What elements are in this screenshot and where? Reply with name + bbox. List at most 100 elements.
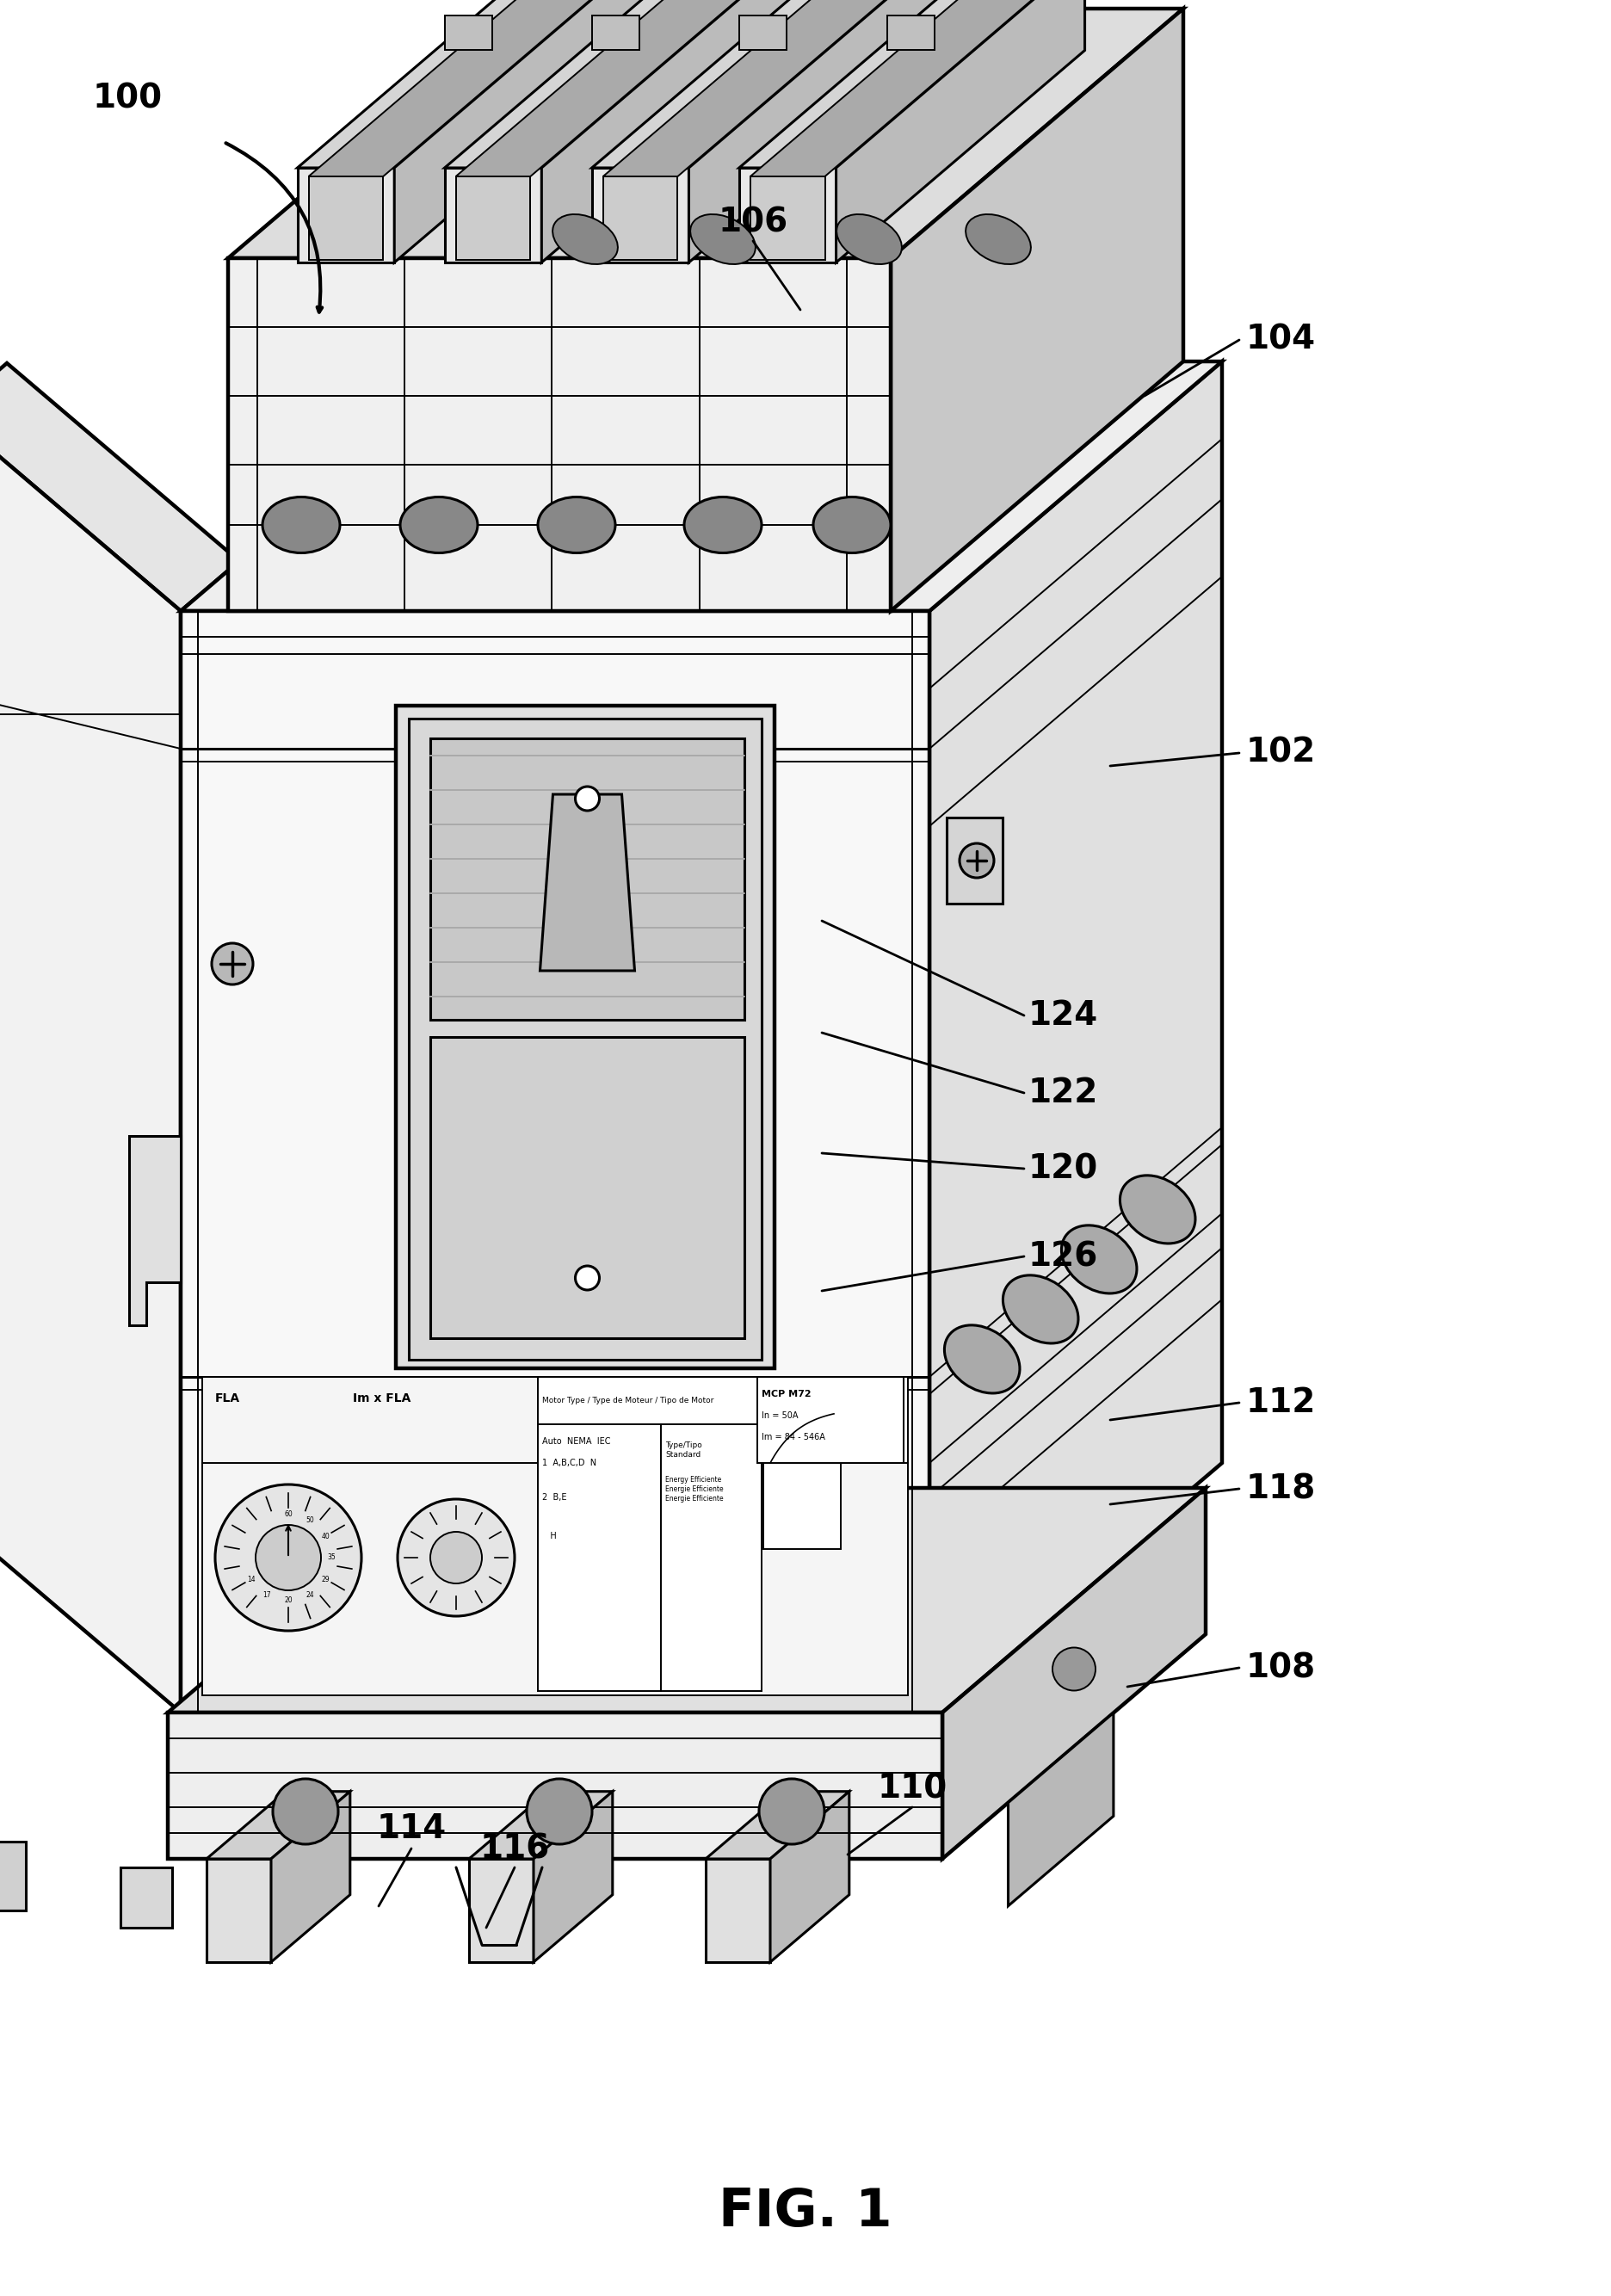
Text: 14: 14 [246, 1575, 255, 1582]
Polygon shape [271, 1791, 350, 1963]
Polygon shape [445, 168, 541, 262]
Ellipse shape [814, 496, 891, 553]
Text: FLA: FLA [216, 1391, 240, 1405]
Polygon shape [739, 168, 836, 262]
Polygon shape [445, 0, 791, 168]
Ellipse shape [538, 496, 615, 553]
Text: Im = 84 - 546A: Im = 84 - 546A [762, 1433, 825, 1442]
Polygon shape [947, 817, 1002, 905]
Polygon shape [942, 1488, 1205, 1860]
Circle shape [575, 788, 599, 810]
Polygon shape [129, 1137, 180, 1325]
Polygon shape [168, 1713, 942, 1860]
Text: 108: 108 [1247, 1651, 1316, 1685]
Polygon shape [603, 0, 926, 177]
Polygon shape [0, 413, 180, 1713]
Text: 50: 50 [306, 1515, 314, 1525]
Ellipse shape [1062, 1226, 1137, 1293]
Polygon shape [396, 705, 775, 1368]
Text: Im x FLA: Im x FLA [353, 1391, 411, 1405]
Polygon shape [180, 360, 1223, 611]
Polygon shape [206, 1791, 350, 1860]
Polygon shape [764, 1446, 841, 1550]
Polygon shape [836, 0, 1084, 262]
Ellipse shape [944, 1325, 1020, 1394]
Polygon shape [540, 794, 635, 971]
Ellipse shape [1120, 1176, 1195, 1244]
Text: Type/Tipo
Standard: Type/Tipo Standard [665, 1442, 702, 1458]
Text: 110: 110 [878, 1773, 947, 1805]
Polygon shape [1008, 1713, 1113, 1906]
Text: 24: 24 [306, 1591, 314, 1598]
Ellipse shape [400, 496, 477, 553]
Polygon shape [591, 0, 938, 168]
Polygon shape [690, 0, 938, 262]
Polygon shape [229, 9, 1184, 257]
Polygon shape [309, 0, 632, 177]
Text: 100: 100 [93, 83, 163, 115]
Polygon shape [309, 177, 383, 259]
Polygon shape [430, 739, 744, 1019]
Text: FIG. 1: FIG. 1 [719, 2186, 892, 2236]
Polygon shape [0, 698, 180, 748]
Text: MCP M72: MCP M72 [762, 1389, 812, 1398]
Polygon shape [770, 1791, 849, 1963]
Polygon shape [541, 0, 791, 262]
Text: 122: 122 [1028, 1077, 1099, 1109]
Text: 120: 120 [1028, 1153, 1099, 1185]
Polygon shape [886, 16, 934, 51]
Text: 112: 112 [1247, 1387, 1316, 1419]
Polygon shape [456, 0, 780, 177]
Text: Auto  NEMA  IEC: Auto NEMA IEC [543, 1437, 611, 1446]
Text: 29: 29 [322, 1575, 330, 1582]
Text: 102: 102 [1247, 737, 1316, 769]
Polygon shape [0, 1841, 26, 1910]
Text: 126: 126 [1028, 1240, 1099, 1272]
Polygon shape [751, 0, 1073, 177]
Polygon shape [591, 168, 690, 262]
Polygon shape [757, 1378, 904, 1463]
Polygon shape [0, 363, 240, 611]
Text: 60: 60 [284, 1511, 293, 1518]
Polygon shape [206, 1860, 271, 1963]
Polygon shape [395, 0, 643, 262]
Text: In = 50A: In = 50A [762, 1412, 797, 1419]
Text: H: H [543, 1531, 556, 1541]
Text: 2  B,E: 2 B,E [543, 1492, 567, 1502]
Ellipse shape [1004, 1274, 1078, 1343]
Polygon shape [298, 168, 395, 262]
Text: 106: 106 [719, 207, 788, 239]
Ellipse shape [965, 214, 1031, 264]
Text: 35: 35 [327, 1554, 335, 1561]
Circle shape [527, 1779, 593, 1844]
Text: 104: 104 [1247, 324, 1316, 356]
Circle shape [272, 1779, 338, 1844]
Polygon shape [469, 1860, 533, 1963]
Polygon shape [706, 1791, 849, 1860]
Polygon shape [445, 16, 493, 51]
Text: 40: 40 [321, 1531, 330, 1541]
Polygon shape [706, 1860, 770, 1963]
Circle shape [1052, 1649, 1095, 1690]
Polygon shape [168, 1488, 1205, 1713]
Ellipse shape [263, 496, 340, 553]
Ellipse shape [836, 214, 902, 264]
Polygon shape [469, 1791, 612, 1860]
Text: 1  A,B,C,D  N: 1 A,B,C,D N [543, 1458, 596, 1467]
Text: 124: 124 [1028, 999, 1099, 1031]
Text: 17: 17 [263, 1591, 271, 1598]
Polygon shape [430, 1038, 744, 1339]
Circle shape [211, 944, 253, 985]
Ellipse shape [553, 214, 617, 264]
Polygon shape [538, 1378, 762, 1692]
Polygon shape [891, 9, 1184, 611]
Polygon shape [456, 177, 530, 259]
Polygon shape [229, 257, 891, 611]
Text: 118: 118 [1247, 1472, 1316, 1506]
Polygon shape [121, 1867, 172, 1929]
Text: 114: 114 [377, 1812, 446, 1846]
Polygon shape [739, 16, 786, 51]
Circle shape [575, 1265, 599, 1290]
Polygon shape [298, 0, 643, 168]
Polygon shape [203, 1378, 909, 1694]
